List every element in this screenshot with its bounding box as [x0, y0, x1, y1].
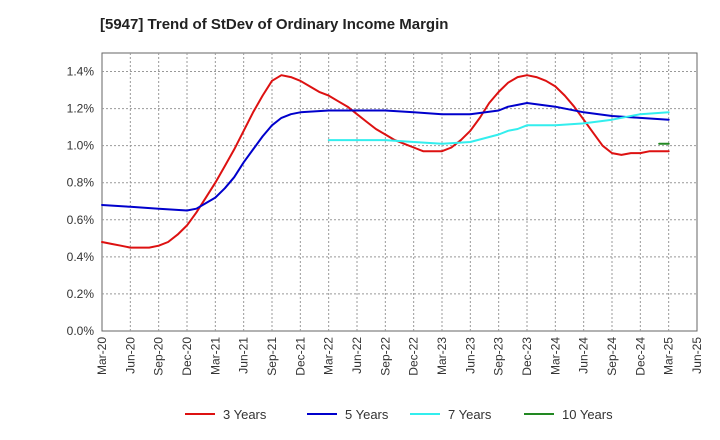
x-tick-label: Mar-23: [435, 337, 449, 375]
series-lines: [101, 74, 670, 249]
y-axis: 0.0% 0.2% 0.4% 0.6% 0.8% 1.0% 1.2% 1.4%: [67, 65, 95, 338]
x-tick-label: Jun-20: [123, 337, 137, 374]
x-tick-label: Jun-25: [690, 337, 704, 374]
x-tick-label: Dec-24: [633, 337, 647, 376]
y-tick-label: 0.4%: [67, 250, 95, 264]
series-line-5-years: [101, 102, 670, 212]
x-tick-label: Mar-20: [95, 337, 109, 375]
y-tick-label: 1.2%: [67, 102, 95, 116]
x-tick-label: Sep-20: [152, 337, 166, 376]
x-tick-label: Dec-23: [520, 337, 534, 376]
x-tick-label: Mar-25: [662, 337, 676, 375]
grid: [102, 53, 697, 331]
legend-label: 10 Years: [562, 407, 613, 422]
x-tick-label: Jun-21: [237, 337, 251, 374]
y-tick-label: 0.0%: [67, 324, 95, 338]
chart-title: [5947] Trend of StDev of Ordinary Income…: [100, 16, 448, 33]
x-tick-label: Dec-20: [180, 337, 194, 376]
plot-area: [101, 52, 698, 332]
x-axis: Mar-20 Jun-20 Sep-20 Dec-20 Mar-21 Jun-21 Sep-…: [95, 337, 704, 376]
x-tick-label: Jun-24: [577, 337, 591, 374]
x-tick-label: Jun-22: [350, 337, 364, 374]
y-tick-label: 0.6%: [67, 213, 95, 227]
x-tick-label: Sep-21: [265, 337, 279, 376]
legend-label: 3 Years: [223, 407, 267, 422]
y-tick-label: 0.2%: [67, 287, 95, 301]
x-tick-label: Jun-23: [463, 337, 477, 374]
series-line-7-years: [327, 111, 670, 145]
x-tick-label: Dec-21: [293, 337, 307, 376]
x-tick-label: Sep-23: [492, 337, 506, 376]
x-tick-label: Sep-22: [378, 337, 392, 376]
legend: 3 Years 5 Years 7 Years 10 Years: [185, 407, 613, 422]
x-tick-label: Dec-22: [407, 337, 421, 376]
x-tick-label: Sep-24: [605, 337, 619, 376]
y-tick-label: 0.8%: [67, 176, 95, 190]
legend-label: 5 Years: [345, 407, 389, 422]
plot-frame: [101, 52, 698, 332]
y-tick-label: 1.4%: [67, 65, 95, 79]
x-tick-label: Mar-22: [322, 337, 336, 375]
legend-label: 7 Years: [448, 407, 492, 422]
x-tick-label: Mar-24: [548, 337, 562, 375]
y-tick-label: 1.0%: [67, 139, 95, 153]
x-tick-label: Mar-21: [208, 337, 222, 375]
series-line-3-years: [101, 74, 670, 249]
